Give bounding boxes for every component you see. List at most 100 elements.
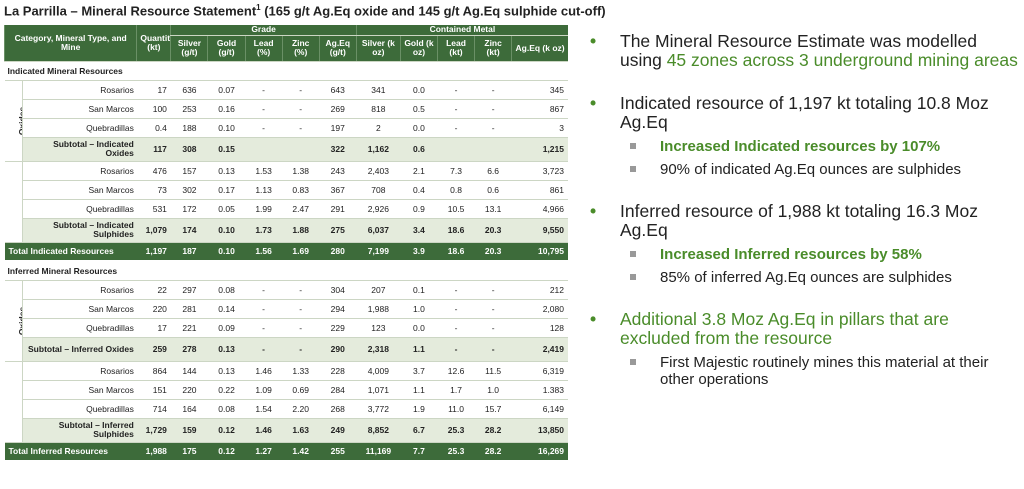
table-cell: - <box>282 337 320 362</box>
table-cell: 164 <box>170 399 208 419</box>
table-cell: 1,197 <box>136 242 171 262</box>
table-cell: 297 <box>170 280 208 300</box>
table-cell: 1,071 <box>356 380 401 400</box>
table-cell: 207 <box>356 280 401 300</box>
table-cell <box>437 137 475 162</box>
table-cell: 175 <box>170 442 208 462</box>
bullet-text: Indicated resource of 1,197 kt totaling … <box>620 94 1020 132</box>
table-cell: 11.0 <box>437 399 475 419</box>
total-label: Total Indicated Resources <box>4 242 137 262</box>
table-cell: 3 <box>511 118 568 138</box>
table-cell: 0.07 <box>207 80 246 100</box>
table-cell: 2,926 <box>356 199 401 219</box>
subtotal-label: Subtotal – Indicated Oxides <box>22 137 137 162</box>
header-grade: Grade <box>170 25 357 36</box>
table-cell: 1,079 <box>136 218 171 243</box>
header-col: Silver (g/t) <box>170 35 208 62</box>
table-cell: - <box>282 118 320 138</box>
table-row: SulphidesRosarios8641440.131.461.332284,… <box>4 361 568 443</box>
mine-name: Quebradillas <box>22 199 137 219</box>
table-cell: 6,149 <box>511 399 568 419</box>
table-cell: 302 <box>170 180 208 200</box>
sub-bullet-text: First Majestic routinely mines this mate… <box>660 354 989 388</box>
table-cell: 0.05 <box>207 199 246 219</box>
table-cell: - <box>245 80 283 100</box>
sub-bullet-item: Increased Indicated resources by 107% <box>620 138 1020 155</box>
table-cell: 0.08 <box>207 280 246 300</box>
title-main: La Parrilla – Mineral Resource Statement <box>4 3 257 19</box>
table-cell: 0.83 <box>282 180 320 200</box>
table-cell: 0.0 <box>400 318 438 338</box>
table-cell: 0.16 <box>207 99 246 119</box>
table-cell: 17 <box>136 318 171 338</box>
table-cell: 0.08 <box>207 399 246 419</box>
table-cell: 228 <box>319 361 357 381</box>
table-cell: 1.53 <box>245 161 283 181</box>
table-cell: 6,319 <box>511 361 568 381</box>
table-cell: - <box>437 280 475 300</box>
table-cell: 1.38 <box>282 161 320 181</box>
table-cell: 0.6 <box>400 137 438 162</box>
table-cell <box>282 137 320 162</box>
table-cell: 0.14 <box>207 299 246 319</box>
table-cell: 18.6 <box>437 218 475 243</box>
table-cell: 7,199 <box>356 242 401 262</box>
table-cell: 818 <box>356 99 401 119</box>
table-cell: 253 <box>170 99 208 119</box>
table-cell: 28.2 <box>474 442 512 462</box>
table-cell: 28.2 <box>474 418 512 443</box>
table-cell: 269 <box>319 99 357 119</box>
table-cell: 291 <box>319 199 357 219</box>
title-footnote: 1 <box>256 3 261 12</box>
table-row: San Marcos 100 253 0.16- -269 818 0.5- -867 <box>5 99 568 119</box>
table-cell: 187 <box>170 242 208 262</box>
table-cell: 1.0 <box>474 380 512 400</box>
table-cell: 2.1 <box>400 161 438 181</box>
resource-table: Category, Mineral Type, and Mine Quantit… <box>3 25 568 462</box>
table-cell: 1,729 <box>136 418 171 443</box>
table-cell: 367 <box>319 180 357 200</box>
table-cell: - <box>245 118 283 138</box>
table-cell: - <box>437 80 475 100</box>
table-cell: 0.10 <box>207 218 246 243</box>
table-cell: 2,318 <box>356 337 401 362</box>
bullet-dot-icon: • <box>590 31 597 51</box>
table-cell: 2,080 <box>511 299 568 319</box>
mine-name: Quebradillas <box>22 118 137 138</box>
table-cell: 144 <box>170 361 208 381</box>
table-cell: 304 <box>319 280 357 300</box>
table-cell: 10,795 <box>511 242 568 262</box>
table-cell: 6.6 <box>474 161 512 181</box>
table-cell: 11,169 <box>356 442 401 462</box>
table-cell: 867 <box>511 99 568 119</box>
table-row: SulphidesRosarios4761570.131.531.382432,… <box>4 161 568 243</box>
table-cell: 3,723 <box>511 161 568 181</box>
table-cell: - <box>474 318 512 338</box>
header-col: Gold (g/t) <box>207 35 246 62</box>
table-cell: 708 <box>356 180 401 200</box>
table-cell: 12.6 <box>437 361 475 381</box>
table-cell: 0.10 <box>207 242 246 262</box>
sub-bullet-list: Increased Indicated resources by 107% 90%… <box>620 138 1020 178</box>
table-cell: 1.7 <box>437 380 475 400</box>
table-cell: 0.6 <box>474 180 512 200</box>
table-cell: 1.99 <box>245 199 283 219</box>
table-cell: 294 <box>319 299 357 319</box>
sub-bullet-item: 90% of indicated Ag.Eq ounces are sulphi… <box>620 161 1020 178</box>
table-cell: - <box>437 299 475 319</box>
table-cell: 255 <box>319 442 357 462</box>
bullet-item: • Inferred resource of 1,988 kt totaling … <box>590 202 1020 287</box>
table-cell: 3.4 <box>400 218 438 243</box>
table-cell: 18.6 <box>437 242 475 262</box>
table-row: Quebradillas 531 172 0.05 1.99 2.47 291 2,926 0.… <box>5 199 568 219</box>
table-cell: 212 <box>511 280 568 300</box>
table-row: Quebradillas 0.4 188 0.10- -197 2 0.0- -3 <box>5 118 568 138</box>
sub-bullet-text: Increased Inferred resources by 58% <box>660 246 922 263</box>
table-cell: 8,852 <box>356 418 401 443</box>
table-cell: 0.5 <box>400 99 438 119</box>
subtotal-row: Subtotal – Indicated Oxides 117 308 0.15 322… <box>5 137 568 162</box>
table-cell: 0.4 <box>400 180 438 200</box>
table-cell: - <box>282 299 320 319</box>
table-cell: 1.383 <box>511 380 568 400</box>
table-row: Quebradillas 17 221 0.09- -229 123 0.0- -128 <box>5 318 568 338</box>
